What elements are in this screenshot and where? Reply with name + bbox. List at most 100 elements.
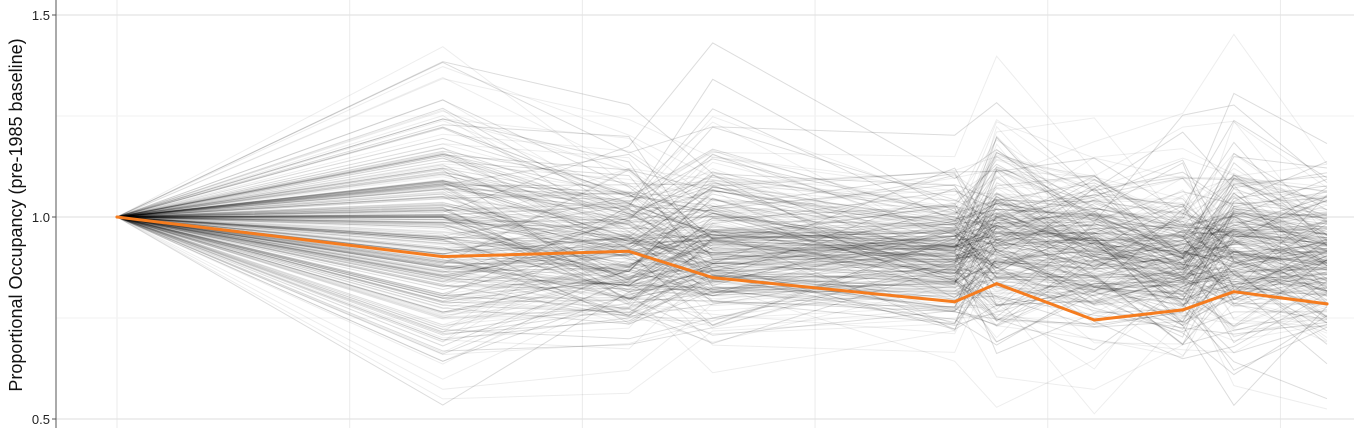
background-trajectory-line — [116, 216, 1328, 297]
background-trajectory-line — [116, 192, 1328, 304]
background-trajectory-line — [116, 216, 1328, 343]
background-trajectory-line — [116, 78, 1328, 332]
background-trajectory-line — [116, 216, 1328, 287]
background-trajectory-line — [116, 151, 1328, 313]
background-trajectory-line — [116, 205, 1328, 325]
background-trajectory-line — [116, 213, 1328, 291]
background-trajectory-line — [116, 187, 1328, 376]
background-trajectory-line — [116, 120, 1328, 246]
background-trajectory-line — [116, 216, 1328, 287]
background-trajectory-line — [116, 204, 1328, 297]
background-trajectory-line — [116, 187, 1328, 283]
background-trajectory-line — [116, 167, 1328, 255]
background-trajectory-line — [116, 180, 1328, 251]
background-trajectory-line — [116, 216, 1328, 314]
background-trajectory-line — [116, 214, 1328, 407]
background-trajectory-line — [116, 207, 1328, 287]
background-trajectory-line — [116, 126, 1328, 289]
background-trajectory-line — [116, 167, 1328, 304]
background-trajectory-line — [116, 198, 1328, 311]
axis-layer: 0.5 1.0 1.5 — [32, 0, 57, 428]
background-trajectory-line — [116, 181, 1328, 305]
background-trajectory-line — [116, 152, 1328, 280]
background-trajectory-line — [116, 175, 1328, 352]
background-trajectory-line — [116, 177, 1328, 261]
background-trajectory-line — [116, 118, 1328, 298]
background-trajectory-line — [116, 195, 1328, 297]
background-trajectory-line — [116, 196, 1328, 311]
background-trajectory-line — [116, 182, 1328, 272]
background-trajectory-line — [116, 173, 1328, 254]
background-trajectory-line — [116, 161, 1328, 302]
background-trajectory-line — [116, 164, 1328, 317]
background-trajectory-line — [116, 216, 1328, 306]
background-trajectory-line — [116, 213, 1328, 303]
background-trajectory-line — [116, 186, 1328, 326]
background-trajectory-line — [116, 168, 1328, 280]
background-trajectory-line — [116, 131, 1328, 278]
background-trajectory-line — [116, 188, 1328, 313]
background-trajectory-line — [116, 197, 1328, 276]
background-trajectory-line — [116, 192, 1328, 304]
background-trajectory-line — [116, 143, 1328, 263]
background-trajectory-line — [116, 206, 1328, 308]
background-trajectory-line — [116, 116, 1328, 223]
background-trajectory-line — [116, 152, 1328, 335]
background-trajectory-line — [116, 99, 1328, 279]
background-trajectory-line — [116, 173, 1328, 261]
background-trajectory-line — [116, 192, 1328, 316]
background-trajectory-line — [116, 213, 1328, 291]
background-trajectory-line — [116, 199, 1328, 269]
background-trajectory-line — [116, 216, 1328, 328]
background-trajectory-line — [116, 61, 1328, 218]
background-trajectory-line — [116, 216, 1328, 313]
background-trajectory-line — [116, 136, 1328, 326]
background-trajectory-line — [116, 126, 1328, 261]
background-trajectory-line — [116, 216, 1328, 263]
background-trajectory-line — [116, 206, 1328, 308]
background-trajectory-line — [116, 171, 1328, 294]
background-trajectory-line — [116, 205, 1328, 325]
background-trajectory-line — [116, 216, 1328, 336]
background-trajectory-line — [116, 61, 1328, 267]
background-trajectory-line — [116, 216, 1328, 325]
background-trajectory-line — [116, 182, 1328, 282]
background-trajectory-line — [116, 216, 1328, 408]
background-trajectory-line — [116, 162, 1328, 291]
background-trajectory-line — [116, 167, 1328, 260]
background-trajectory-line — [116, 176, 1328, 318]
background-trajectory-line — [116, 174, 1328, 313]
background-trajectory-line — [116, 174, 1328, 279]
mean-occupancy-point — [1325, 302, 1329, 306]
background-trajectory-line — [116, 164, 1328, 317]
background-trajectory-line — [116, 124, 1328, 365]
background-trajectory-line — [116, 216, 1328, 313]
background-trajectory-line — [116, 216, 1328, 287]
mean-occupancy-point — [1181, 308, 1185, 312]
background-trajectory-line — [116, 42, 1328, 223]
background-trajectory-line — [116, 192, 1328, 316]
background-trajectory-line — [116, 177, 1328, 286]
background-trajectory-line — [116, 189, 1328, 303]
background-trajectory-line — [116, 195, 1328, 279]
background-trajectory-line — [116, 189, 1328, 320]
background-trajectory-line — [116, 216, 1328, 346]
background-trajectory-line — [116, 156, 1328, 304]
background-trajectory-line — [116, 191, 1328, 345]
background-trajectory-line — [116, 157, 1328, 307]
background-trajectory-line — [116, 195, 1328, 259]
background-trajectory-line — [116, 61, 1328, 218]
background-trajectory-line — [116, 167, 1328, 285]
background-trajectory-line — [116, 208, 1328, 330]
background-trajectory-line — [116, 202, 1328, 305]
background-trajectory-line — [116, 147, 1328, 291]
background-trajectory-line — [116, 154, 1328, 326]
background-trajectory-line — [116, 78, 1328, 257]
background-trajectory-line — [116, 208, 1328, 356]
background-trajectory-line — [116, 216, 1328, 347]
background-trajectory-line — [116, 108, 1328, 266]
background-trajectory-line — [116, 163, 1328, 350]
background-trajectory-line — [116, 196, 1328, 306]
background-trajectory-line — [116, 156, 1328, 264]
background-trajectory-line — [116, 159, 1328, 285]
